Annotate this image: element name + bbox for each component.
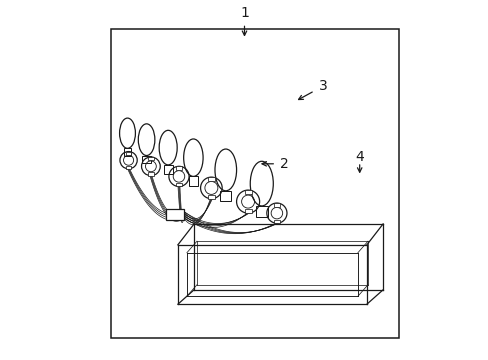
Text: 1: 1	[240, 6, 248, 19]
Bar	[126, 166, 131, 169]
Bar	[244, 190, 251, 194]
Text: 4: 4	[355, 150, 364, 163]
Bar	[163, 165, 172, 174]
Bar	[244, 209, 251, 213]
Ellipse shape	[250, 161, 273, 206]
Bar	[148, 172, 153, 176]
Ellipse shape	[159, 130, 177, 165]
Bar	[188, 176, 198, 186]
Bar	[256, 206, 267, 217]
Text: 3: 3	[319, 80, 327, 93]
Bar	[273, 220, 279, 223]
Bar	[208, 195, 214, 199]
Bar	[142, 156, 150, 163]
Ellipse shape	[120, 118, 135, 148]
Ellipse shape	[138, 124, 155, 156]
Bar	[126, 152, 131, 154]
Ellipse shape	[215, 149, 236, 191]
Bar	[220, 191, 231, 201]
Bar	[123, 148, 131, 156]
Bar	[148, 157, 153, 160]
Ellipse shape	[183, 139, 203, 176]
Bar	[273, 203, 279, 207]
Bar	[166, 209, 183, 220]
Text: 2: 2	[279, 157, 288, 171]
Bar	[111, 29, 399, 338]
Bar	[208, 177, 214, 181]
Bar	[176, 183, 182, 186]
Bar	[176, 166, 182, 170]
